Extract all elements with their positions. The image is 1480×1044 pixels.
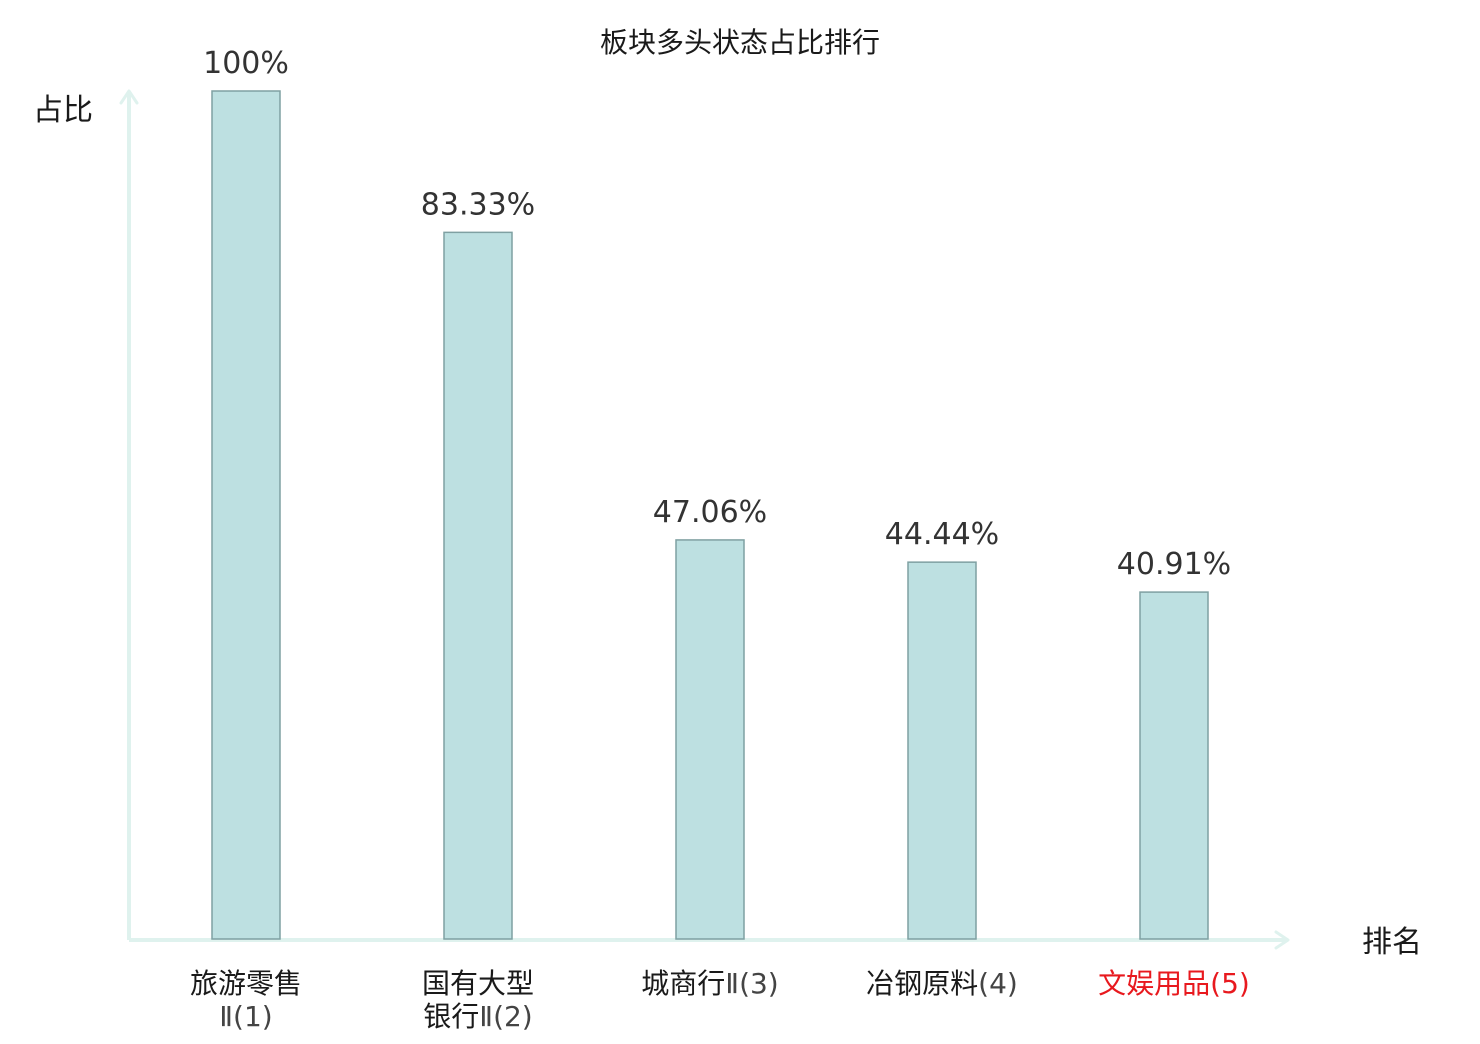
category-name: 城商行Ⅱ(3): [641, 967, 778, 1000]
x-axis-label: 排名: [1362, 925, 1422, 960]
category-suffix: 银行Ⅱ(2): [423, 1000, 532, 1033]
value-label-1: 100%: [203, 46, 289, 81]
bar-1: [211, 90, 281, 940]
value-label-4: 44.44%: [885, 517, 999, 552]
category-name: 旅游零售: [190, 967, 302, 1000]
value-label-5: 40.91%: [1117, 547, 1231, 582]
category-label-5: 文娱用品(5): [1098, 967, 1250, 1000]
chart-title: 板块多头状态占比排行: [600, 26, 880, 59]
category-label-3: 城商行Ⅱ(3): [641, 967, 778, 1000]
value-label-3: 47.06%: [653, 495, 767, 530]
category-name: 国有大型: [422, 967, 534, 1000]
value-label-2: 83.33%: [421, 187, 535, 222]
bar-5: [1139, 591, 1209, 940]
bar-3: [675, 539, 745, 940]
category-name: 冶钢原料(4): [866, 967, 1018, 1000]
y-axis-label: 占比: [33, 93, 93, 128]
category-name: 文娱用品(5): [1098, 967, 1250, 1000]
value-labels-group: 100% 83.33% 47.06% 44.44% 40.91%: [203, 46, 1231, 582]
category-label-4: 冶钢原料(4): [866, 967, 1018, 1000]
bars-group: [211, 90, 1209, 940]
bar-2: [443, 231, 513, 940]
category-suffix: Ⅱ(1): [219, 1000, 272, 1033]
bar-4: [907, 561, 977, 940]
